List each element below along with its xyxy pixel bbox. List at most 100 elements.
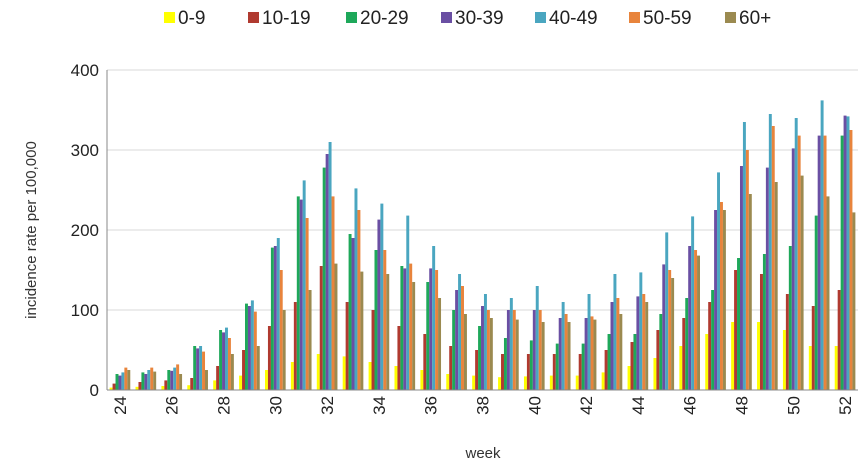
bar — [199, 346, 203, 390]
bar — [354, 188, 358, 390]
bar — [794, 118, 798, 390]
bar — [265, 370, 268, 390]
bar — [765, 167, 769, 390]
bar — [267, 326, 271, 390]
legend-label: 10-19 — [262, 8, 311, 29]
bar — [115, 374, 119, 390]
bar — [276, 238, 280, 390]
legend-swatch — [725, 12, 736, 23]
bar — [153, 371, 157, 390]
bar — [645, 302, 649, 390]
bar — [118, 375, 122, 390]
x-tick-label: 26 — [163, 396, 182, 415]
bar — [302, 180, 306, 390]
bar — [671, 278, 675, 390]
bar — [768, 114, 772, 390]
x-tick-label: 30 — [266, 396, 285, 415]
bar — [564, 314, 568, 390]
bar — [213, 380, 217, 390]
bar — [714, 210, 718, 390]
bar — [604, 350, 608, 390]
bar — [662, 264, 666, 390]
bar — [711, 290, 715, 390]
legend-swatch — [248, 12, 259, 23]
bar — [449, 346, 453, 390]
legend-swatch — [346, 12, 357, 23]
bar — [299, 199, 303, 390]
bar — [665, 232, 669, 390]
bar — [656, 330, 660, 390]
bar — [593, 319, 597, 390]
bar — [814, 215, 818, 390]
bar — [616, 298, 620, 390]
bar — [164, 380, 168, 390]
bar — [759, 274, 763, 390]
bar — [273, 246, 277, 390]
bar — [478, 326, 482, 390]
bar — [328, 142, 332, 390]
bar — [279, 270, 283, 390]
bar — [397, 326, 401, 390]
y-axis-title: incidence rate per 100,000 — [23, 141, 40, 319]
bar — [124, 367, 128, 390]
bar — [584, 318, 588, 390]
bar — [515, 319, 519, 390]
bar — [852, 212, 856, 390]
bar — [846, 116, 850, 391]
bar — [371, 310, 375, 390]
bar — [498, 377, 502, 390]
bar — [112, 383, 116, 390]
bar — [523, 376, 527, 390]
bar — [501, 354, 504, 390]
bar — [745, 150, 749, 390]
bar — [691, 216, 695, 390]
bar — [187, 385, 191, 390]
bar — [717, 172, 720, 390]
bar — [360, 271, 364, 390]
bar — [435, 270, 439, 390]
bar — [578, 354, 582, 390]
x-tick-label: 44 — [629, 396, 648, 415]
bar — [800, 175, 804, 390]
bar — [771, 126, 775, 390]
bar — [334, 263, 338, 390]
legend: 0-9 10-19 20-29 30-39 40-49 50-59 60+ — [164, 8, 771, 29]
bar — [705, 334, 709, 390]
bar — [483, 294, 487, 390]
bar — [193, 346, 197, 390]
y-tick-label: 0 — [90, 381, 99, 400]
x-tick-label: 46 — [681, 396, 700, 415]
bar — [685, 298, 689, 390]
bar — [731, 322, 735, 390]
bar — [426, 282, 430, 390]
bar — [541, 322, 545, 390]
bar — [109, 387, 113, 390]
bar — [296, 196, 300, 390]
bar — [463, 314, 467, 390]
bar — [826, 196, 830, 390]
bar — [400, 266, 404, 390]
bar — [837, 290, 841, 390]
bar — [785, 294, 789, 390]
bar — [820, 100, 824, 391]
bar — [549, 375, 553, 390]
x-tick-label: 50 — [784, 396, 803, 415]
x-tick-label: 52 — [836, 396, 855, 415]
x-tick-label: 24 — [111, 396, 130, 415]
bar — [529, 340, 533, 390]
bar — [791, 148, 795, 390]
bar — [293, 302, 297, 390]
bar — [535, 286, 539, 390]
bar — [406, 215, 410, 390]
y-tick-label: 400 — [71, 61, 99, 80]
bar — [532, 310, 536, 390]
bar — [639, 272, 643, 390]
bar — [144, 374, 148, 390]
bar — [742, 122, 746, 390]
bar — [290, 362, 294, 390]
bar — [697, 255, 700, 390]
bar — [225, 327, 228, 390]
bar — [558, 318, 562, 390]
bar — [630, 342, 634, 390]
bar — [377, 219, 381, 390]
